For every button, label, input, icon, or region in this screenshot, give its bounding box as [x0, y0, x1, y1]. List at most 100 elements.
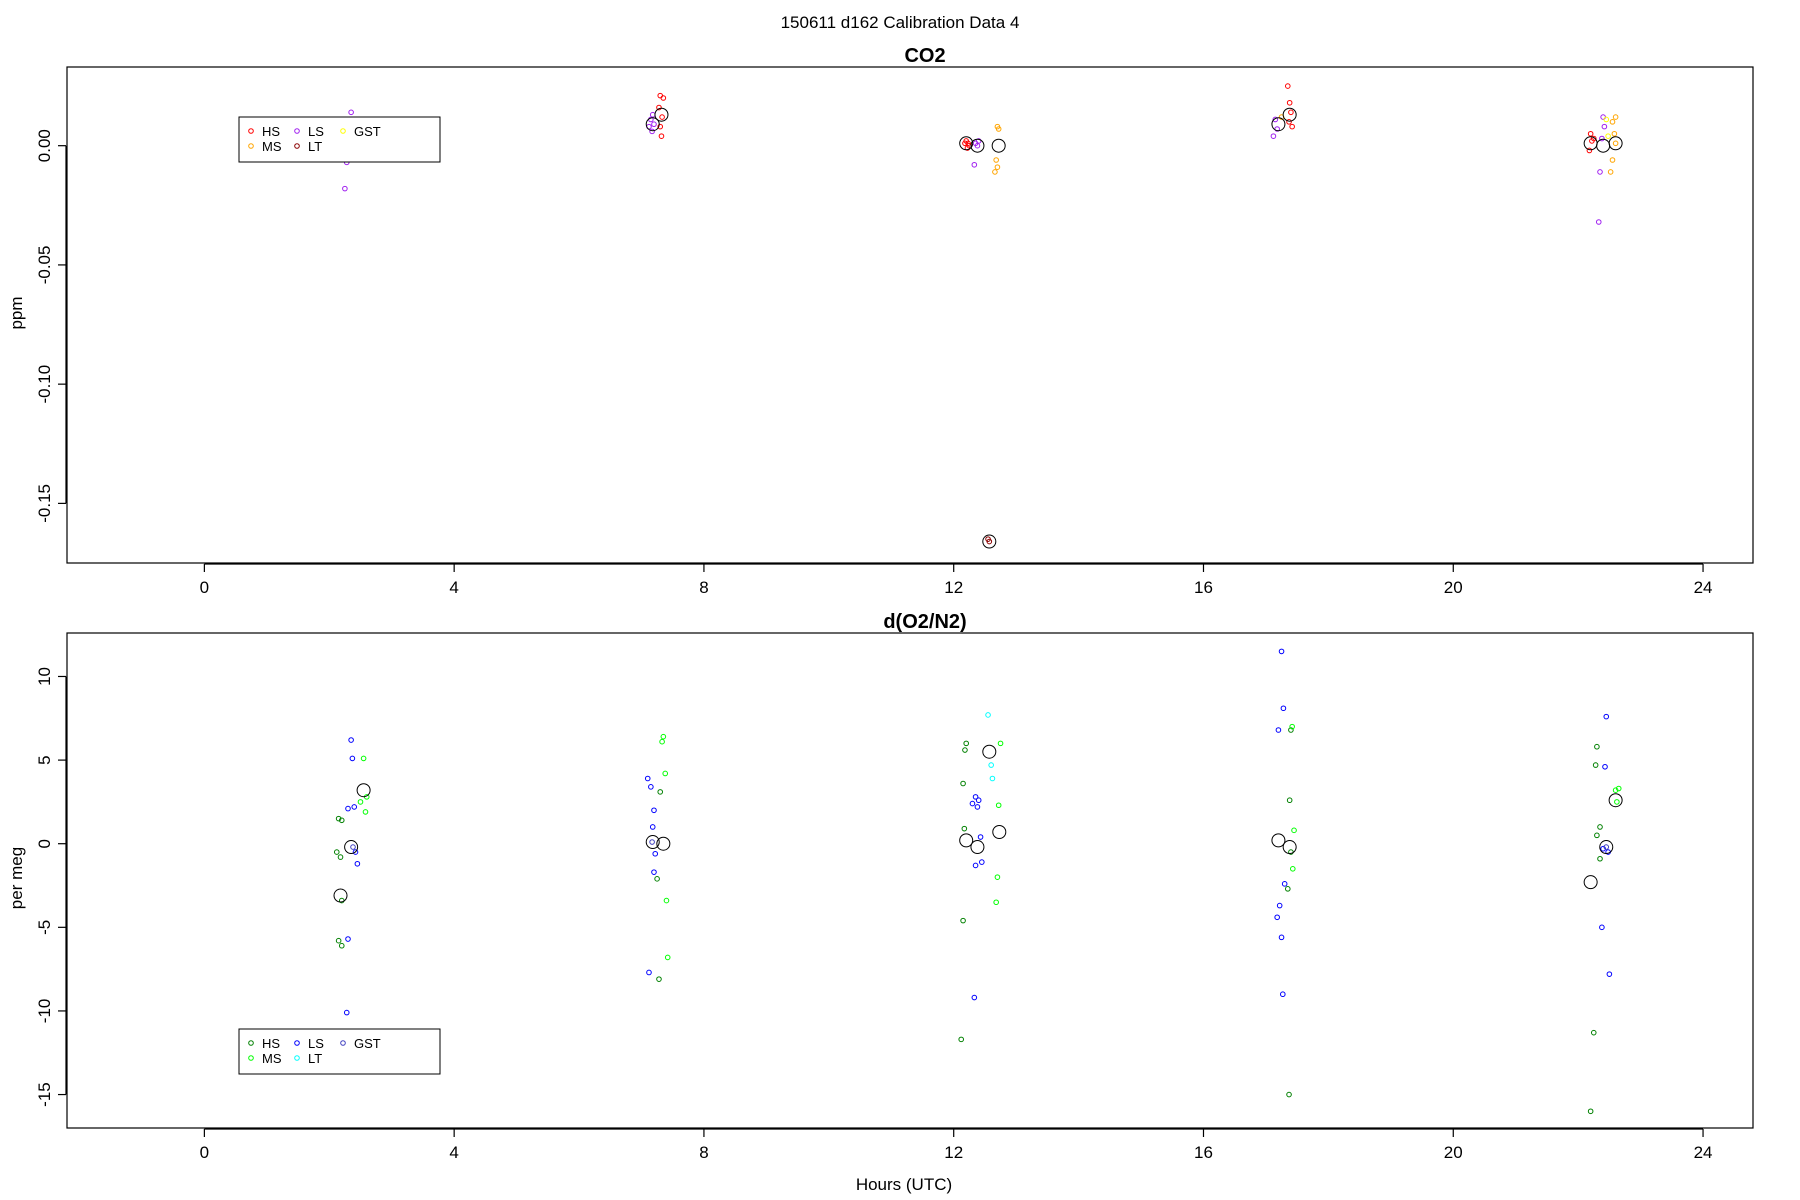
co2-mean-marker — [970, 138, 985, 153]
o2n2-point-hs — [657, 789, 664, 795]
co2-legend-symbol-ls — [294, 128, 300, 134]
co2-x-tick-label: 16 — [1194, 578, 1213, 597]
o2n2-panel-title: d(O2/N2) — [883, 611, 966, 633]
co2-y-tick-label: -0.15 — [35, 484, 54, 523]
co2-legend-label-hs: HS — [262, 124, 280, 139]
o2n2-point-hs — [1594, 832, 1600, 839]
o2n2-point-ms — [995, 802, 1002, 809]
co2-point-hs — [1286, 119, 1292, 125]
co2-mean-marker — [991, 138, 1006, 153]
co2-point-hs — [1284, 83, 1291, 89]
co2-point-ms — [994, 164, 1001, 170]
co2-x-tick-label: 20 — [1444, 578, 1463, 597]
o2n2-mean-marker — [645, 835, 660, 850]
co2-point-hs — [660, 95, 667, 101]
co2-point-ls — [649, 128, 655, 135]
o2n2-point-ls — [652, 850, 659, 857]
co2-legend-symbol-hs — [248, 128, 254, 134]
co2-legend-box — [238, 116, 441, 163]
co2-legend-label-ls: LS — [308, 124, 324, 139]
co2-point-ls — [974, 142, 981, 149]
o2n2-point-hs — [1587, 1108, 1594, 1115]
o2n2-point-ms — [1289, 723, 1295, 730]
o2n2-point-ls — [351, 804, 358, 810]
o2n2-point-hs — [1286, 797, 1293, 804]
co2-point-gst — [1605, 133, 1611, 139]
co2-y-tick-label: 0.00 — [35, 129, 54, 162]
o2n2-panel: d(O2/N2) per meg 0 4 8 12 16 20 24 10 5 0 -5 -10 -15… — [7, 611, 1754, 1162]
o2n2-point-ls — [1278, 648, 1285, 655]
o2n2-legend-label-gst: GST — [354, 1036, 381, 1051]
co2-legend-label-lt: LT — [308, 139, 322, 154]
o2n2-legend-label-ls: LS — [308, 1036, 324, 1051]
o2n2-point-ls — [1280, 705, 1287, 712]
o2n2-point-ls — [1281, 881, 1288, 887]
o2n2-point-ls — [648, 784, 654, 790]
co2-point-ls — [348, 109, 354, 116]
o2n2-mean-marker — [1282, 840, 1297, 855]
co2-legend-symbol-ms — [248, 143, 254, 149]
o2n2-point-ms — [664, 954, 671, 961]
o2n2-point-hs — [338, 817, 345, 824]
o2n2-mean-marker — [656, 836, 671, 851]
o2n2-point-ls — [345, 805, 351, 812]
o2n2-point-ms — [1614, 799, 1620, 805]
o2n2-x-tick-label: 20 — [1444, 1143, 1463, 1162]
o2n2-point-hs — [961, 825, 968, 832]
o2n2-point-ls — [971, 994, 978, 1001]
o2n2-point-ms — [997, 740, 1004, 747]
co2-point-hs — [965, 140, 971, 147]
o2n2-x-tick-label: 24 — [1694, 1143, 1713, 1162]
co2-point-ls — [1597, 169, 1603, 175]
co2-point-ls — [342, 185, 348, 192]
co2-x-tick-label: 0 — [200, 578, 209, 597]
o2n2-legend-label-ms: MS — [262, 1051, 282, 1066]
o2n2-point-ls — [1275, 727, 1282, 733]
co2-mean-marker — [645, 117, 660, 132]
o2n2-point-ms — [994, 874, 1001, 880]
o2n2-point-ls — [644, 775, 651, 782]
o2n2-y-axis-label: per meg — [7, 847, 26, 909]
co2-point-lt — [986, 538, 993, 545]
o2n2-point-hs — [1288, 727, 1294, 733]
o2n2-point-hs — [963, 740, 970, 747]
o2n2-point-hs — [962, 747, 968, 753]
co2-point-ls — [1274, 126, 1280, 132]
o2n2-legend-symbol-lt — [294, 1055, 300, 1061]
o2n2-point-hs — [1286, 1091, 1292, 1098]
o2n2-point-hs — [333, 849, 340, 855]
co2-mean-marker — [1271, 117, 1286, 132]
o2n2-mean-marker — [344, 840, 359, 855]
co2-point-ls — [1599, 135, 1605, 142]
co2-mean-marker — [1608, 136, 1623, 151]
co2-legend-label-ms: MS — [262, 139, 282, 154]
o2n2-point-ms — [662, 770, 669, 777]
co2-x-tick-label: 24 — [1694, 578, 1713, 597]
co2-mean-marker — [1282, 107, 1297, 122]
o2n2-mean-marker — [333, 888, 348, 903]
o2n2-point-hs — [338, 942, 345, 949]
o2n2-point-ls — [975, 797, 982, 804]
co2-legend-label-gst: GST — [354, 124, 381, 139]
o2n2-point-hs — [958, 1036, 965, 1043]
o2n2-point-ms — [357, 799, 364, 805]
o2n2-plot-frame — [66, 632, 1754, 1129]
co2-plot-frame — [66, 66, 1754, 564]
o2n2-point-hs — [335, 815, 342, 822]
o2n2-point-hs — [1284, 886, 1291, 892]
co2-point-hs — [658, 133, 665, 139]
o2n2-point-ls — [349, 755, 356, 762]
o2n2-point-ls — [651, 869, 657, 875]
o2n2-point-ms — [663, 897, 670, 904]
o2n2-point-hs — [335, 937, 342, 944]
o2n2-point-hs — [337, 854, 344, 860]
co2-point-ms — [1609, 157, 1616, 163]
o2n2-point-gst — [350, 844, 356, 850]
o2n2-y-tick-label: 10 — [35, 667, 54, 686]
co2-x-tick-label: 12 — [944, 578, 963, 597]
o2n2-legend-symbol-ls — [294, 1040, 300, 1046]
o2n2-point-ls — [1278, 934, 1285, 941]
co2-point-ls — [649, 111, 656, 118]
o2n2-x-tick-label: 12 — [944, 1143, 963, 1162]
o2n2-x-tick-label: 8 — [699, 1143, 708, 1162]
